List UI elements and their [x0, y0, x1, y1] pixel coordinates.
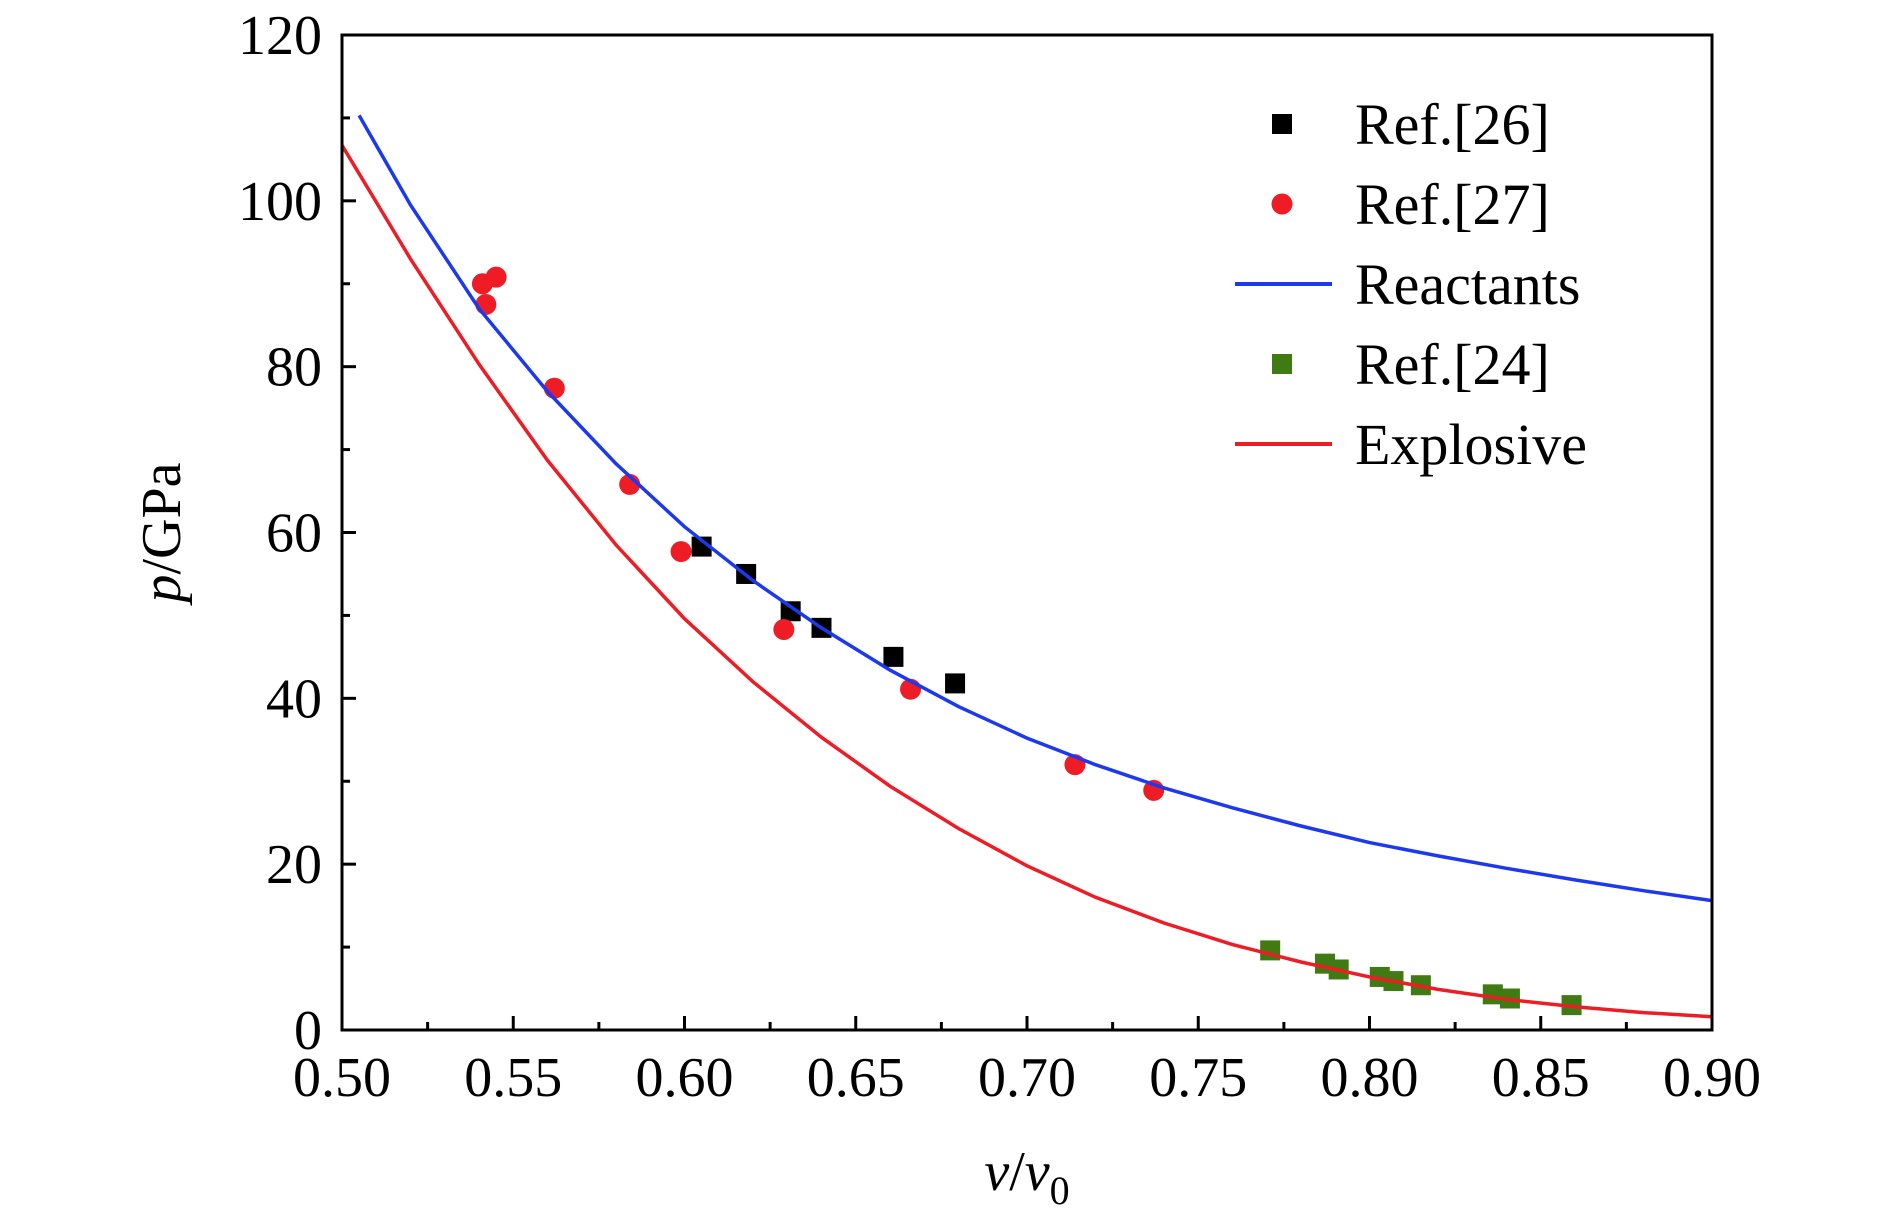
- plot-area: [340, 114, 1713, 1019]
- point-ref-24: [1482, 984, 1503, 1005]
- series-reactants: [357, 114, 1713, 903]
- x-tick-label: 0.50: [293, 1047, 391, 1109]
- legend-label-ref-24: Ref.[24]: [1355, 332, 1550, 397]
- legend-label-ref-26: Ref.[26]: [1355, 92, 1550, 157]
- x-axis-title-v: v: [984, 1141, 1009, 1203]
- x-tick-label: 0.55: [464, 1047, 562, 1109]
- y-tick-label: 80: [266, 337, 322, 399]
- x-tick-label: 0.75: [1149, 1047, 1247, 1109]
- x-axis-title-subscript: 0: [1050, 1168, 1070, 1213]
- point-ref-26: [883, 646, 904, 667]
- x-axis: 0.50 0.55 0.60 0.65 0.70 0.75 0.80 0.85 0.90: [293, 1016, 1761, 1109]
- legend-label-ref-27: Ref.[27]: [1355, 172, 1550, 237]
- x-axis-title: v/v0: [984, 1141, 1069, 1213]
- x-axis-title-v0: v: [1025, 1141, 1050, 1203]
- legend-swatch-ref-27: [1271, 193, 1293, 215]
- x-tick-label: 0.80: [1321, 1047, 1419, 1109]
- y-axis: 0 20 40 60 80 100 120: [238, 5, 356, 1062]
- x-tick-label: 0.60: [636, 1047, 734, 1109]
- y-axis-title-unit: /GPa: [131, 462, 193, 574]
- x-axis-title-sep: /: [1009, 1141, 1025, 1203]
- y-tick-label: 20: [266, 834, 322, 896]
- point-ref-27: [670, 541, 692, 563]
- point-ref-26: [780, 601, 801, 622]
- point-ref-26: [691, 536, 712, 557]
- y-tick-label: 120: [238, 5, 322, 67]
- legend: Ref.[26] Ref.[27] Reactants Ref.[24] Explosi…: [1235, 92, 1587, 477]
- x-tick-label: 0.85: [1492, 1047, 1590, 1109]
- point-ref-27: [773, 619, 795, 641]
- legend-swatch-ref-26: [1272, 114, 1292, 134]
- series-ref-24: [1260, 940, 1582, 1016]
- y-tick-label: 40: [266, 668, 322, 730]
- legend-label-reactants: Reactants: [1355, 252, 1580, 317]
- point-ref-27: [485, 266, 507, 288]
- y-axis-title: p/GPa: [131, 462, 193, 606]
- series-explosive: [340, 144, 1713, 1019]
- legend-swatch-ref-24: [1272, 354, 1292, 374]
- x-tick-label: 0.90: [1663, 1047, 1761, 1109]
- y-tick-label: 0: [294, 1000, 322, 1062]
- line-explosive: [340, 144, 1713, 1019]
- x-tick-label: 0.70: [978, 1047, 1076, 1109]
- legend-label-explosive: Explosive: [1355, 412, 1587, 477]
- y-tick-label: 100: [238, 171, 322, 233]
- y-axis-title-p: p: [131, 575, 193, 607]
- y-tick-label: 60: [266, 503, 322, 565]
- point-ref-27: [475, 293, 497, 315]
- point-ref-26: [945, 673, 966, 694]
- line-reactants: [357, 114, 1713, 903]
- x-tick-label: 0.65: [807, 1047, 905, 1109]
